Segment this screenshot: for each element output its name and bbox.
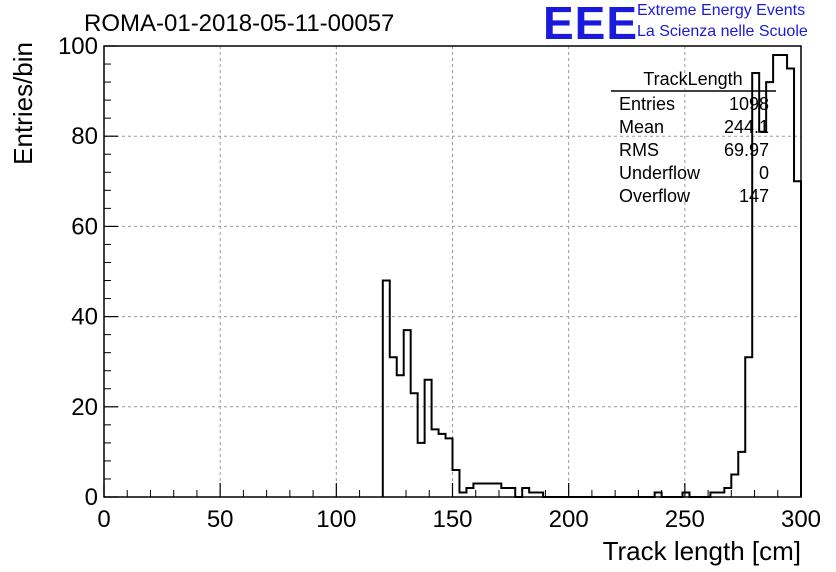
histogram-bin: [745, 357, 752, 497]
histogram-bin: [738, 452, 745, 497]
stats-label: RMS: [619, 140, 659, 160]
eee-logo-line-2: La Scienza nelle Scuole: [637, 23, 808, 40]
stats-value: 147: [739, 186, 769, 206]
y-tick-label: 100: [58, 33, 98, 60]
y-tick-label: 20: [71, 394, 98, 421]
histogram-bin: [480, 483, 487, 497]
eee-logo: EEE: [543, 0, 639, 49]
stats-value: 0: [759, 163, 769, 183]
x-tick-label: 250: [665, 506, 705, 533]
histogram-bin: [418, 443, 425, 497]
stats-label: Mean: [619, 117, 664, 137]
x-tick-label: 50: [207, 506, 234, 533]
eee-logo-line-1: Extreme Energy Events: [637, 2, 806, 19]
histogram-bin: [794, 181, 801, 497]
histogram-bin: [731, 474, 738, 497]
stats-label: Entries: [619, 94, 675, 114]
histogram-bin: [390, 357, 397, 497]
y-tick-label: 80: [71, 123, 98, 150]
y-tick-label: 0: [85, 484, 98, 511]
histogram-bin: [724, 488, 731, 497]
y-tick-label: 60: [71, 213, 98, 240]
x-tick-label: 300: [781, 506, 821, 533]
histogram-bin: [787, 69, 794, 497]
x-tick-label: 150: [432, 506, 472, 533]
stats-label: Underflow: [619, 163, 701, 183]
histogram-bin: [383, 281, 390, 497]
histogram-bin: [522, 488, 529, 497]
stats-label: Overflow: [619, 186, 691, 206]
histogram-bin: [425, 380, 432, 497]
x-tick-label: 200: [549, 506, 589, 533]
x-tick-label: 100: [316, 506, 356, 533]
x-axis-title: Track length [cm]: [603, 536, 801, 566]
histogram-bin: [487, 483, 494, 497]
y-axis-title: Entries/bin: [8, 42, 38, 165]
histogram-bin: [501, 488, 508, 497]
histogram-bin: [780, 55, 787, 497]
histogram-bin: [439, 434, 446, 497]
histogram-bin: [773, 55, 780, 497]
histogram-bin: [404, 330, 411, 497]
histogram-bin: [397, 375, 404, 497]
stats-value: 1098: [729, 94, 769, 114]
histogram-bin: [473, 483, 480, 497]
histogram-bin: [453, 470, 460, 497]
y-tick-label: 40: [71, 304, 98, 331]
stats-box-title: TrackLength: [643, 69, 742, 89]
histogram-bin: [494, 483, 501, 497]
run-title: ROMA-01-2018-05-11-00057: [84, 10, 395, 37]
x-tick-label: 0: [97, 506, 110, 533]
histogram-bin: [508, 488, 515, 497]
histogram-bin: [466, 488, 473, 497]
histogram-bin: [411, 393, 418, 497]
histogram-bin: [446, 438, 453, 497]
stats-value: 69.97: [724, 140, 769, 160]
stats-value: 244.1: [724, 117, 769, 137]
histogram-bin: [432, 429, 439, 497]
